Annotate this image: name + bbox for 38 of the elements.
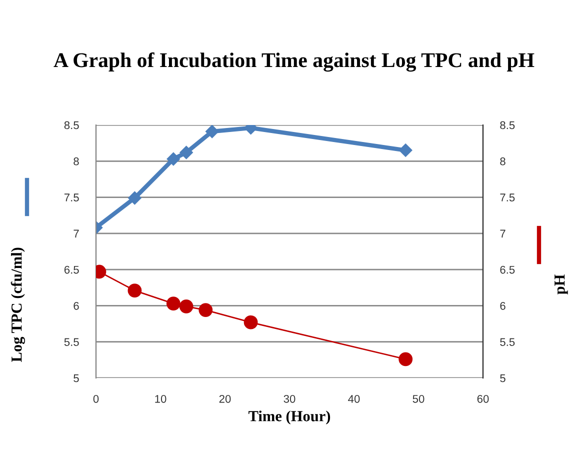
y2-tick-label: 7.5 — [500, 194, 515, 202]
y2-tick-label: 7 — [500, 230, 506, 238]
x-tick-label: 10 — [155, 394, 166, 403]
point — [198, 303, 213, 317]
x-tick-label: 20 — [219, 394, 231, 403]
x-tick-label: 30 — [284, 394, 296, 403]
x-tick-label: 40 — [348, 394, 360, 403]
chart-title: A Graph of Incubation Time against Log TPC and pH — [54, 52, 534, 72]
y2-axis-title: pH — [554, 274, 568, 294]
point — [179, 299, 194, 314]
point — [128, 284, 142, 298]
y2-tick-label: 8.5 — [500, 121, 515, 130]
x-tick-label: 0 — [93, 394, 99, 403]
point — [180, 146, 193, 160]
y-tick-label: 5.5 — [64, 338, 79, 346]
x-tick-label: 50 — [412, 394, 424, 403]
x-tick-label: 60 — [477, 394, 489, 403]
point — [244, 315, 258, 330]
y2-tick-label: 8 — [500, 157, 506, 166]
y2-tick-label: 5 — [500, 374, 506, 382]
y-tick-label: 7.5 — [64, 194, 79, 202]
point — [398, 352, 413, 366]
y-axis-title: Log TPC (cfu/ml) — [10, 248, 25, 362]
y-tick-label: 7 — [74, 230, 79, 238]
y2-tick-label: 5.5 — [500, 338, 515, 346]
y-tick-label: 6.5 — [64, 266, 79, 274]
point — [399, 144, 412, 157]
point — [166, 296, 180, 310]
y2-tick-label: 6.5 — [500, 266, 515, 274]
y-tick-label: 8.5 — [64, 121, 79, 130]
y-tick-label: 5 — [74, 374, 79, 382]
y2-tick-label: 6 — [500, 302, 506, 310]
point — [128, 191, 142, 205]
point — [166, 152, 180, 166]
x-axis-title: Time (Hour) — [248, 410, 330, 424]
y-tick-label: 8 — [74, 157, 79, 166]
y-tick-label: 6 — [74, 302, 79, 310]
point — [206, 125, 219, 138]
